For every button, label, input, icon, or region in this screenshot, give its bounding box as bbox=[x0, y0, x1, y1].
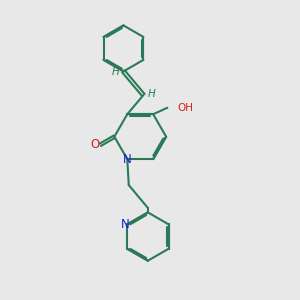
Text: N: N bbox=[121, 218, 130, 231]
Text: O: O bbox=[90, 138, 100, 151]
Text: OH: OH bbox=[178, 103, 194, 113]
Text: N: N bbox=[123, 153, 132, 166]
Text: H: H bbox=[111, 67, 119, 77]
Text: H: H bbox=[148, 88, 155, 99]
